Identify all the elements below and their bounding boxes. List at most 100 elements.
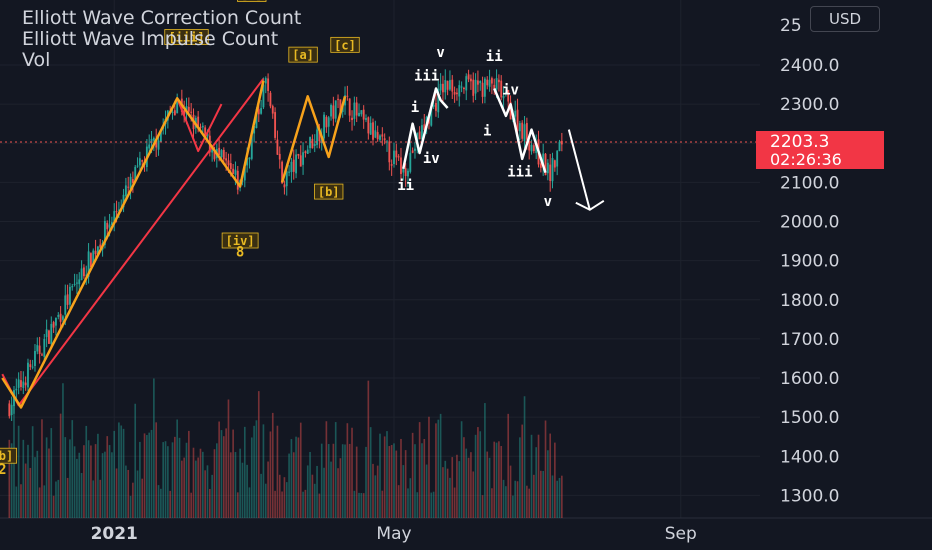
volume-bar: [157, 485, 160, 518]
volume-bar: [218, 421, 220, 518]
volume-bar: [281, 491, 283, 518]
candle-body: [80, 268, 83, 281]
volume-bar: [474, 434, 477, 518]
volume-bar: [276, 425, 279, 518]
volume-bar: [195, 460, 197, 518]
volume-bar: [211, 474, 213, 518]
volume-bar: [393, 443, 395, 518]
candle-body: [411, 150, 414, 153]
candle-body: [409, 152, 412, 172]
candle-body: [45, 329, 48, 338]
candle-body: [24, 382, 27, 386]
wave-label: v: [544, 194, 552, 210]
volume-bar: [313, 483, 316, 518]
candle-body: [367, 117, 370, 134]
wave-label-box: [314, 183, 344, 200]
volume-bar: [467, 457, 470, 518]
volume-bar: [358, 492, 360, 518]
volume-bar: [395, 450, 398, 518]
legend-impulse-count[interactable]: Elliott Wave Impulse Count: [22, 28, 279, 50]
volume-bar: [507, 413, 510, 518]
volume-bar: [544, 420, 547, 518]
volume-bar: [239, 448, 241, 518]
volume-bar: [192, 447, 195, 518]
candle-body: [442, 83, 444, 93]
candle-body: [306, 149, 309, 154]
volume-bar: [330, 461, 332, 518]
volume-bar: [369, 427, 372, 518]
candle-body: [495, 78, 498, 90]
impulse-wave-line: [1, 80, 265, 409]
volume-bar: [209, 488, 211, 518]
volume-bar: [439, 413, 442, 518]
candle-body: [451, 79, 454, 92]
candle-body: [500, 80, 503, 98]
candle-body: [549, 164, 552, 181]
candle-body: [131, 179, 134, 183]
candle-body: [285, 171, 288, 187]
wave-label: [iv]: [226, 234, 255, 248]
volume-bar: [52, 495, 55, 518]
volume-bar: [76, 458, 78, 518]
volume-bar: [274, 490, 276, 518]
candle-body: [339, 99, 342, 112]
wave-label: [iii]: [168, 31, 204, 45]
volume-bar: [519, 437, 521, 518]
volume-bar: [111, 452, 113, 518]
volume-bar: [34, 457, 36, 518]
volume-bar: [24, 463, 27, 518]
volume-bar: [199, 448, 202, 518]
candle-body: [472, 79, 475, 96]
volume-bar: [428, 416, 430, 518]
volume-bar: [456, 454, 458, 518]
wave-label: v: [436, 45, 444, 61]
volume-bar: [125, 465, 127, 518]
legend-correction-count[interactable]: Elliott Wave Correction Count: [22, 7, 302, 29]
candle-body: [465, 76, 468, 91]
volume-bar: [339, 458, 342, 518]
volume-bar: [306, 465, 309, 518]
candle-body: [456, 92, 458, 95]
candle-body: [36, 345, 39, 352]
candle-body: [117, 209, 120, 211]
volume-bar: [134, 403, 137, 518]
last-price-tag: 2203.3 02:26:36: [756, 131, 884, 169]
volume-bar: [453, 487, 456, 518]
candle-body: [376, 132, 379, 140]
volume-bar: [295, 436, 297, 518]
currency-button[interactable]: USD: [810, 6, 880, 32]
candle-body: [66, 294, 69, 305]
volume-bar: [113, 430, 116, 518]
legend-volume[interactable]: Vol: [22, 49, 51, 71]
candle-body: [55, 317, 57, 326]
candle-body: [418, 131, 421, 140]
volume-bar: [365, 446, 367, 518]
volume-bar: [372, 463, 374, 518]
candle-body: [157, 140, 160, 150]
volume-bar: [528, 488, 531, 518]
candle-body: [276, 139, 279, 155]
volume-bar: [397, 485, 400, 518]
volume-bar: [416, 492, 419, 518]
volume-bar: [10, 443, 13, 518]
candle-body: [407, 170, 409, 177]
candle-body: [346, 95, 349, 97]
volume-bar: [78, 452, 81, 518]
candle-body: [502, 95, 505, 99]
candle-body: [372, 122, 374, 140]
volume-bar: [97, 433, 99, 518]
time-axis-label: Sep: [665, 524, 697, 544]
candle-body: [381, 134, 384, 137]
wave-label-box: [164, 29, 209, 45]
candle-body: [523, 124, 526, 141]
volume-bar: [463, 437, 465, 518]
volume-bar: [225, 428, 227, 518]
volume-bar: [129, 495, 132, 518]
volume-bar: [169, 490, 171, 518]
candle-body: [400, 157, 402, 174]
candle-body: [514, 110, 517, 117]
volume-bar: [418, 422, 421, 518]
volume-bar: [50, 428, 53, 518]
price-axis-tick-partial: 25: [780, 16, 802, 36]
